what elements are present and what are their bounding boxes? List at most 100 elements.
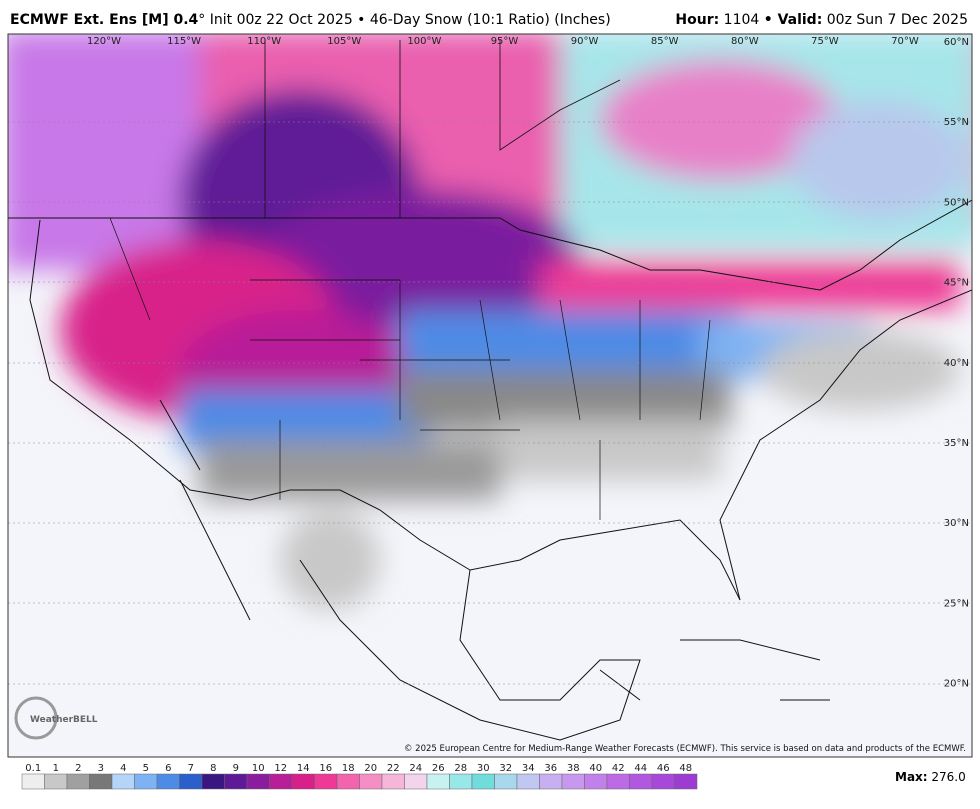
colorbar-swatch (381, 773, 405, 790)
colorbar-swatch (561, 773, 585, 790)
colorbar-label: 28 (454, 763, 467, 774)
lon-label: 70°W (891, 36, 919, 47)
colorbar-swatch (89, 773, 113, 790)
lon-label: 115°W (167, 36, 201, 47)
colorbar-swatch (134, 773, 158, 790)
colorbar-label: 1 (53, 763, 59, 774)
max: Max: 276.0 (895, 770, 966, 784)
lat-label: 30°N (944, 518, 969, 529)
colorbar-swatch (111, 773, 135, 790)
colorbar-label: 14 (297, 763, 310, 774)
colorbar-label: 9 (233, 763, 239, 774)
colorbar-swatch (471, 773, 495, 790)
graticule-labels: 120°W 115°W 110°W 105°W 100°W 95°W 90°W 85°W 80°… (87, 36, 969, 690)
lat-label: 20°N (944, 679, 969, 690)
colorbar-label: 32 (499, 763, 512, 774)
colorbar-label: 48 (679, 763, 692, 774)
colorbar-label: 12 (274, 763, 287, 774)
colorbar-label: 38 (567, 763, 580, 774)
colorbar-label: 24 (409, 763, 422, 774)
colorbar-swatch (606, 773, 630, 790)
colorbar-swatch (21, 773, 45, 790)
lat-label: 60°N (944, 37, 969, 48)
colorbar-label: 22 (387, 763, 400, 774)
colorbar-label: 3 (98, 763, 104, 774)
colorbar-label: 5 (143, 763, 149, 774)
colorbar-label: 26 (432, 763, 445, 774)
lon-label: 110°W (247, 36, 281, 47)
lat-label: 40°N (944, 358, 969, 369)
colorbar-swatch (246, 773, 270, 790)
logo-text: WeatherBELL (30, 715, 98, 725)
colorbar-label: 6 (165, 763, 171, 774)
colorbar-label: 10 (252, 763, 265, 774)
colorbar-label: 36 (544, 763, 557, 774)
copyright: © 2025 European Centre for Medium-Range … (404, 744, 966, 754)
colorbar-swatch (66, 773, 90, 790)
colorbar-swatch (449, 773, 473, 790)
lon-label: 80°W (731, 36, 759, 47)
colorbar-swatch (584, 773, 608, 790)
lat-label: 45°N (944, 278, 969, 289)
colorbar-swatch (179, 773, 203, 790)
hour: 1104 (724, 12, 760, 28)
colorbar-label: 30 (477, 763, 490, 774)
colorbar-label: 4 (120, 763, 126, 774)
valid: 00z Sun 7 Dec 2025 (827, 12, 968, 28)
lat-label: 25°N (944, 598, 969, 609)
colorbar-swatch (651, 773, 675, 790)
colorbar-swatch (674, 773, 698, 790)
colorbar-label: 20 (364, 763, 377, 774)
colorbar-label: 16 (319, 763, 332, 774)
colorbar-label: 44 (634, 763, 647, 774)
colorbar-label: 42 (612, 763, 625, 774)
colorbar: 0.1 1 2 3 4 5 6 7 8 9 10 12 14 16 18 20 22 24 26 28 30 32 34 36… (21, 763, 698, 790)
colorbar-swatch (539, 773, 563, 790)
colorbar-label: 34 (522, 763, 535, 774)
colorbar-label: 40 (589, 763, 602, 774)
colorbar-label: 7 (188, 763, 194, 774)
snow-field (8, 34, 972, 610)
max-label: Max: (895, 770, 928, 784)
colorbar-label: 2 (75, 763, 81, 774)
colorbar-label: 8 (210, 763, 216, 774)
colorbar-swatch (314, 773, 338, 790)
title: ECMWF Ext. Ens [M] 0.4° Init 00z 22 Oct … (10, 12, 611, 28)
colorbar-label: 46 (657, 763, 670, 774)
title-rest: ° Init 00z 22 Oct 2025 • 46-Day Snow (10… (198, 12, 610, 28)
hour-label: Hour: (675, 12, 719, 28)
colorbar-swatch (336, 773, 360, 790)
colorbar-swatch (224, 773, 248, 790)
colorbar-swatch (426, 773, 450, 790)
map-frame (7, 33, 973, 758)
lon-label: 100°W (407, 36, 441, 47)
colorbar-swatch (494, 773, 518, 790)
title-bold: ECMWF Ext. Ens [M] 0.4 (10, 12, 199, 28)
lon-label: 85°W (651, 36, 679, 47)
lon-label: 95°W (491, 36, 519, 47)
colorbar-swatch (359, 773, 383, 790)
lon-label: 105°W (327, 36, 361, 47)
colorbar-swatch (201, 773, 225, 790)
colorbar-swatch (404, 773, 428, 790)
valid-label: • Valid: (764, 12, 823, 28)
lat-label: 35°N (944, 438, 969, 449)
valid-info: Hour: 1104 • Valid: 00z Sun 7 Dec 2025 (675, 12, 968, 28)
colorbar-swatch (269, 773, 293, 790)
colorbar-swatch (291, 773, 315, 790)
colorbar-label: 0.1 (25, 763, 41, 774)
lon-label: 75°W (811, 36, 839, 47)
map-area: 120°W 115°W 110°W 105°W 100°W 95°W 90°W 85°W 80°… (8, 34, 972, 757)
colorbar-label: 18 (342, 763, 355, 774)
logo: WeatherBELL (14, 696, 98, 740)
max-value: 276.0 (931, 770, 965, 784)
borders (8, 40, 972, 741)
lat-label: 55°N (944, 117, 969, 128)
graticule (8, 121, 972, 685)
colorbar-swatch (156, 773, 180, 790)
lon-label: 120°W (87, 36, 121, 47)
lat-label: 50°N (944, 197, 969, 208)
lon-label: 90°W (571, 36, 599, 47)
colorbar-swatch (629, 773, 653, 790)
